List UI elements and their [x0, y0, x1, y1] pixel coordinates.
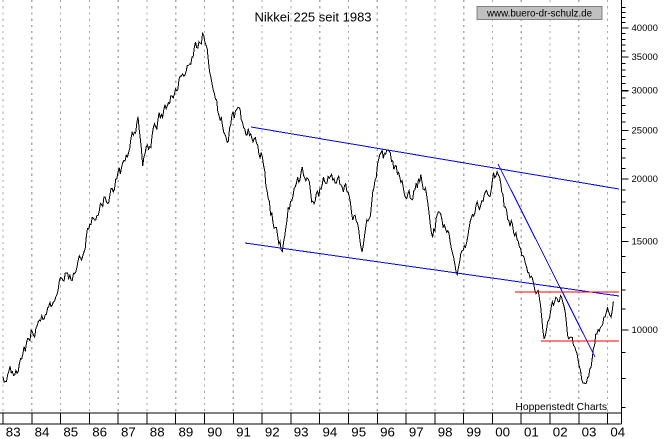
svg-text:00: 00: [495, 424, 510, 439]
svg-text:Nikkei 225 seit 1983: Nikkei 225 seit 1983: [254, 10, 371, 25]
svg-text:40000: 40000: [632, 23, 658, 34]
svg-text:01: 01: [524, 424, 539, 439]
svg-text:84: 84: [35, 424, 50, 439]
svg-text:83: 83: [6, 424, 21, 439]
svg-text:30000: 30000: [632, 86, 658, 97]
svg-text:98: 98: [438, 424, 453, 439]
svg-text:10000: 10000: [632, 325, 658, 336]
svg-text:97: 97: [409, 424, 424, 439]
svg-text:87: 87: [121, 424, 136, 439]
svg-text:85: 85: [63, 424, 78, 439]
svg-text:94: 94: [323, 424, 338, 439]
svg-text:35000: 35000: [632, 52, 658, 63]
svg-text:20000: 20000: [632, 174, 658, 185]
svg-text:95: 95: [351, 424, 366, 439]
svg-text:88: 88: [150, 424, 165, 439]
svg-text:25000: 25000: [632, 125, 658, 136]
svg-text:92: 92: [265, 424, 280, 439]
svg-text:www.buero-dr-schulz.de: www.buero-dr-schulz.de: [486, 8, 593, 19]
svg-text:15000: 15000: [632, 237, 658, 248]
svg-text:96: 96: [380, 424, 395, 439]
svg-text:90: 90: [207, 424, 222, 439]
svg-text:91: 91: [236, 424, 251, 439]
svg-text:02: 02: [553, 424, 568, 439]
svg-text:03: 03: [582, 424, 597, 439]
svg-text:Hoppenstedt Charts: Hoppenstedt Charts: [515, 402, 607, 413]
svg-text:04: 04: [610, 424, 625, 439]
svg-text:99: 99: [466, 424, 481, 439]
svg-text:86: 86: [92, 424, 107, 439]
svg-text:93: 93: [294, 424, 309, 439]
svg-text:89: 89: [179, 424, 194, 439]
